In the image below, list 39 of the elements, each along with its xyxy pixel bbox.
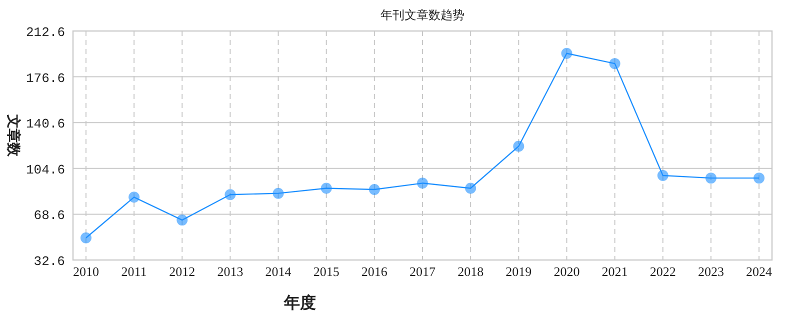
x-tick-label: 2016	[361, 264, 388, 279]
point	[417, 178, 428, 189]
x-tick-label: 2015	[313, 264, 340, 279]
x-tick-label: 2018	[458, 264, 484, 279]
x-tick-label: 2019	[506, 264, 532, 279]
point	[754, 172, 765, 184]
x-tick-label: 2021	[602, 264, 628, 279]
point	[705, 172, 716, 184]
y-tick-label: 104.6	[26, 162, 65, 178]
x-tick-label: 2023	[698, 264, 724, 279]
point	[513, 140, 524, 152]
point	[561, 48, 572, 59]
y-tick-label: 212.6	[26, 25, 65, 40]
point	[320, 182, 332, 194]
x-tick-label: 2022	[650, 264, 676, 279]
point	[657, 170, 668, 182]
point	[368, 184, 380, 196]
y-tick-label: 68.6	[34, 208, 65, 224]
x-tick-label: 2017	[410, 264, 436, 279]
y-tick-label: 32.6	[34, 254, 65, 269]
y-tick-label: 176.6	[26, 70, 65, 86]
y-axis-title: 文章数	[5, 114, 22, 158]
point	[609, 58, 620, 70]
point	[176, 214, 188, 226]
x-tick-label: 2024	[746, 264, 773, 279]
x-tick-label: 2010	[72, 264, 99, 279]
x-tick-label: 2013	[217, 264, 244, 279]
point	[224, 189, 236, 200]
point	[272, 188, 284, 199]
point	[465, 182, 476, 194]
x-tick-label: 2011	[121, 264, 147, 279]
chart-title: 年刊文章数趋势	[380, 8, 464, 22]
x-tick-label: 2012	[169, 264, 196, 279]
x-axis-title: 年度	[283, 293, 316, 312]
y-tick-label: 140.6	[26, 116, 65, 132]
x-tick-label: 2014	[265, 264, 292, 279]
x-tick-label: 2020	[554, 264, 580, 279]
point	[80, 232, 92, 244]
point	[128, 192, 140, 203]
